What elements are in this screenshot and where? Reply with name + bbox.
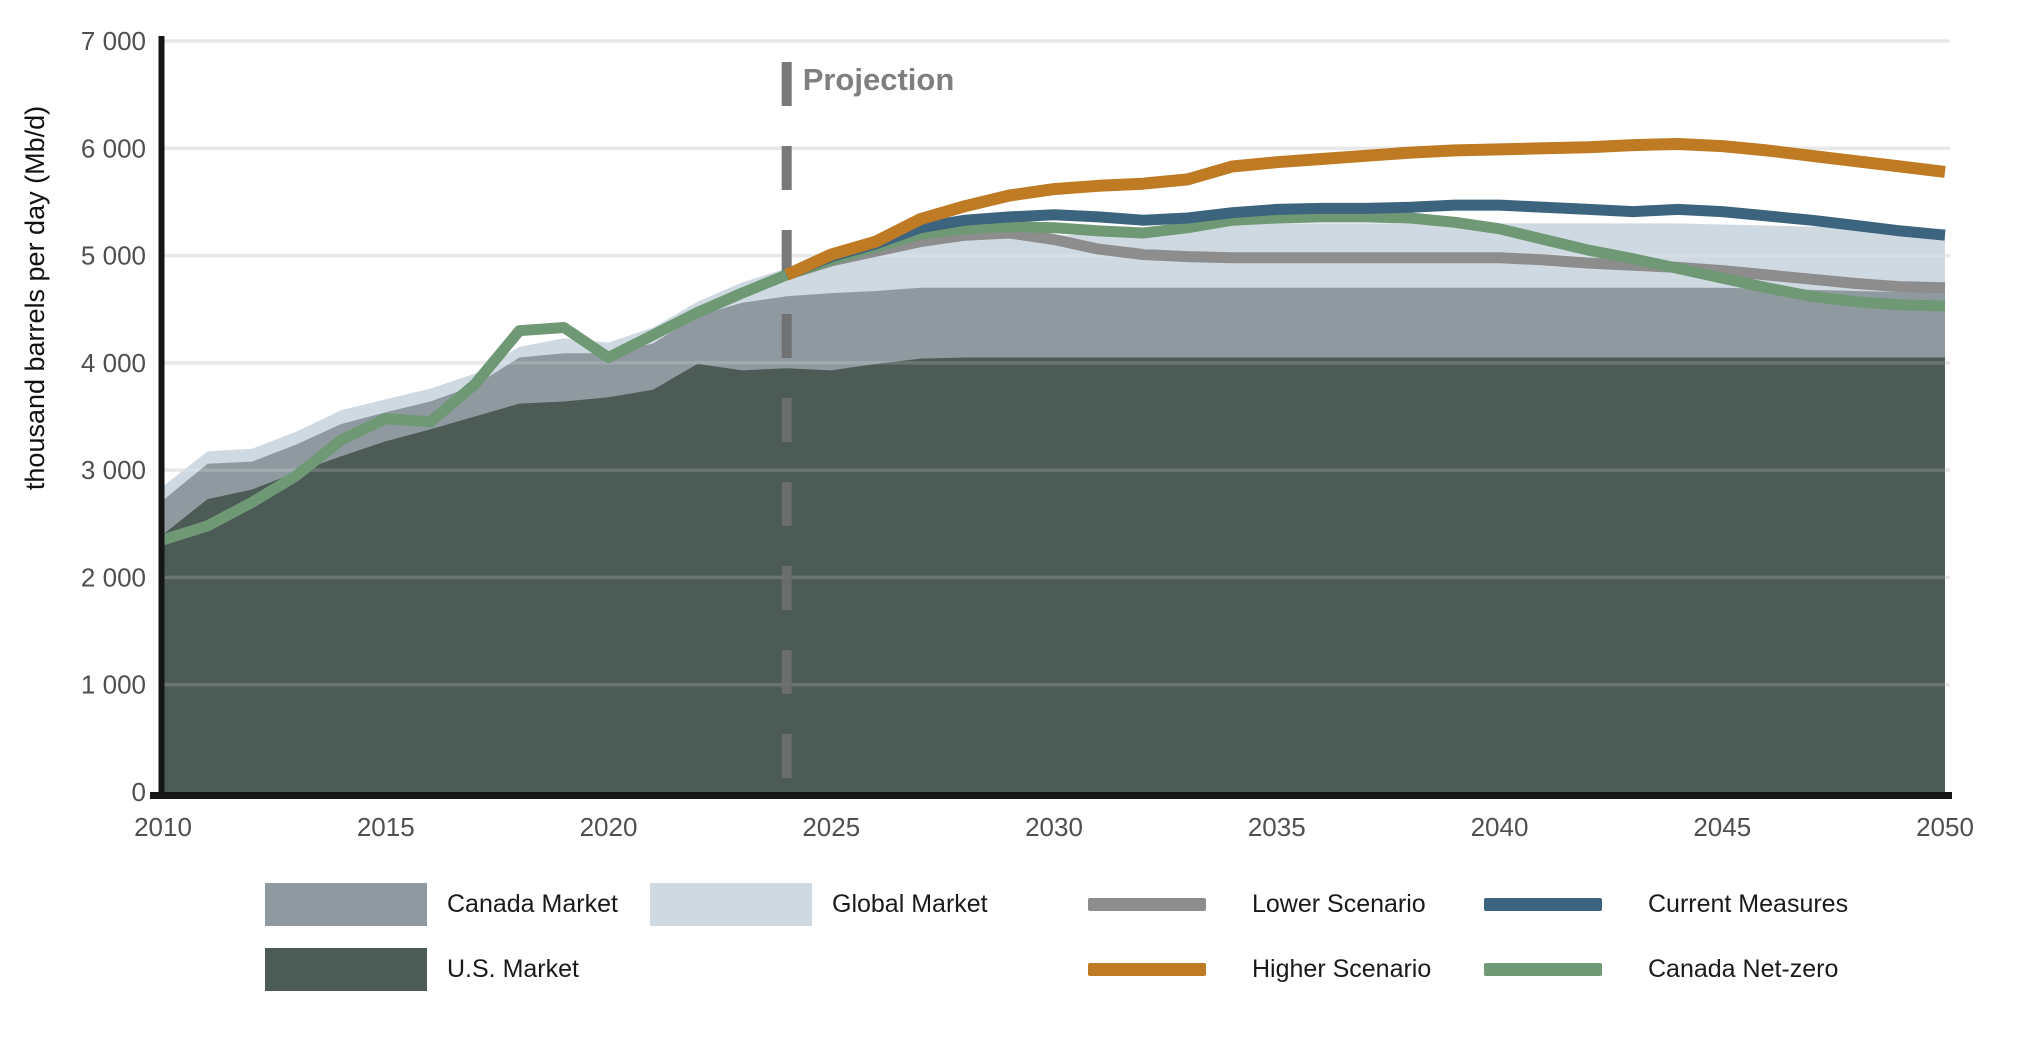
scenario-lines <box>161 138 1946 546</box>
stacked-areas <box>163 223 1945 792</box>
line-canada-net-zero <box>161 211 1946 546</box>
x-tick-2015: 2015 <box>357 812 415 842</box>
gridlines-overlay <box>163 39 1950 687</box>
projection-label: Projection <box>803 62 955 97</box>
y-tick-3000: 3 000 <box>81 455 146 485</box>
x-tick-2030: 2030 <box>1025 812 1083 842</box>
x-tick-2020: 2020 <box>580 812 638 842</box>
y-tick-5000: 5 000 <box>81 241 146 271</box>
line-current-measures <box>784 199 1946 280</box>
x-tick-2040: 2040 <box>1471 812 1529 842</box>
y-tick-2000: 2 000 <box>81 562 146 592</box>
axes <box>150 36 1952 799</box>
x-tick-2035: 2035 <box>1248 812 1306 842</box>
area-u-s-market <box>163 357 1945 792</box>
y-tick-6000: 6 000 <box>81 133 146 163</box>
y-tick-0: 0 <box>132 777 146 807</box>
y-axis-title: thousand barrels per day (Mb/d) <box>20 106 50 490</box>
x-tick-2010: 2010 <box>134 812 192 842</box>
line-lower-scenario <box>785 227 1946 294</box>
x-tick-2050: 2050 <box>1916 812 1974 842</box>
y-tick-1000: 1 000 <box>81 670 146 700</box>
line-higher-scenario <box>784 138 1946 281</box>
y-tick-7000: 7 000 <box>81 26 146 56</box>
y-tick-4000: 4 000 <box>81 348 146 378</box>
x-tick-2045: 2045 <box>1693 812 1751 842</box>
x-tick-2025: 2025 <box>802 812 860 842</box>
tick-labels: 0 1 000 2 000 3 000 4 000 5 000 6 000 7 000 2010… <box>81 26 1974 842</box>
